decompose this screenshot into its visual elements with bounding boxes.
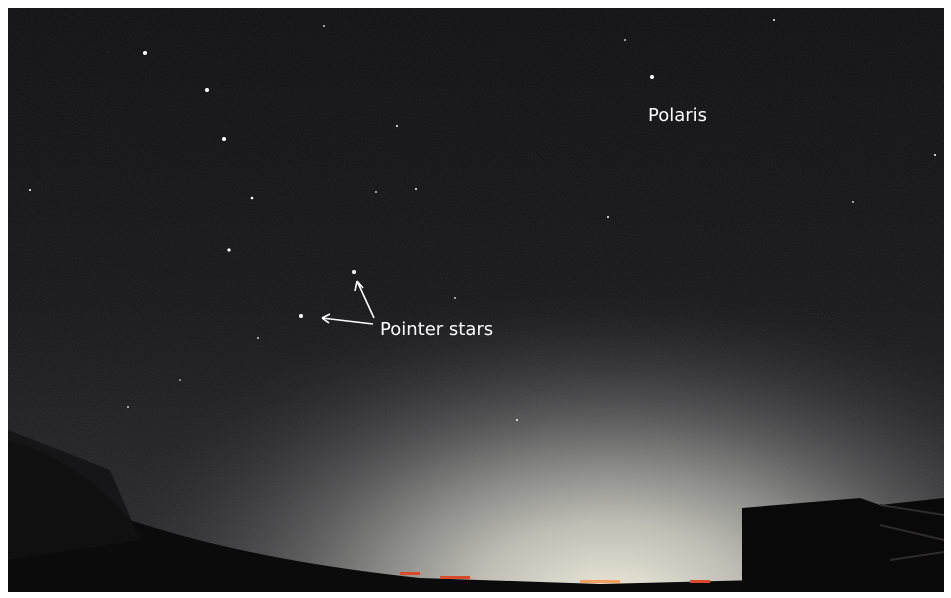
arrow-up [354,280,375,319]
stars [29,19,936,421]
ground-silhouette [8,440,944,592]
pointer-stars-label: Pointer stars [380,319,493,340]
building-silhouette [742,498,944,592]
polaris-label: Polaris [648,105,707,126]
horizon-lights [400,572,710,583]
arrows [321,280,375,325]
grain [8,8,944,592]
image [8,8,945,592]
tree-silhouette [8,430,140,560]
building-frame [879,504,945,561]
arrow-left [321,313,374,325]
